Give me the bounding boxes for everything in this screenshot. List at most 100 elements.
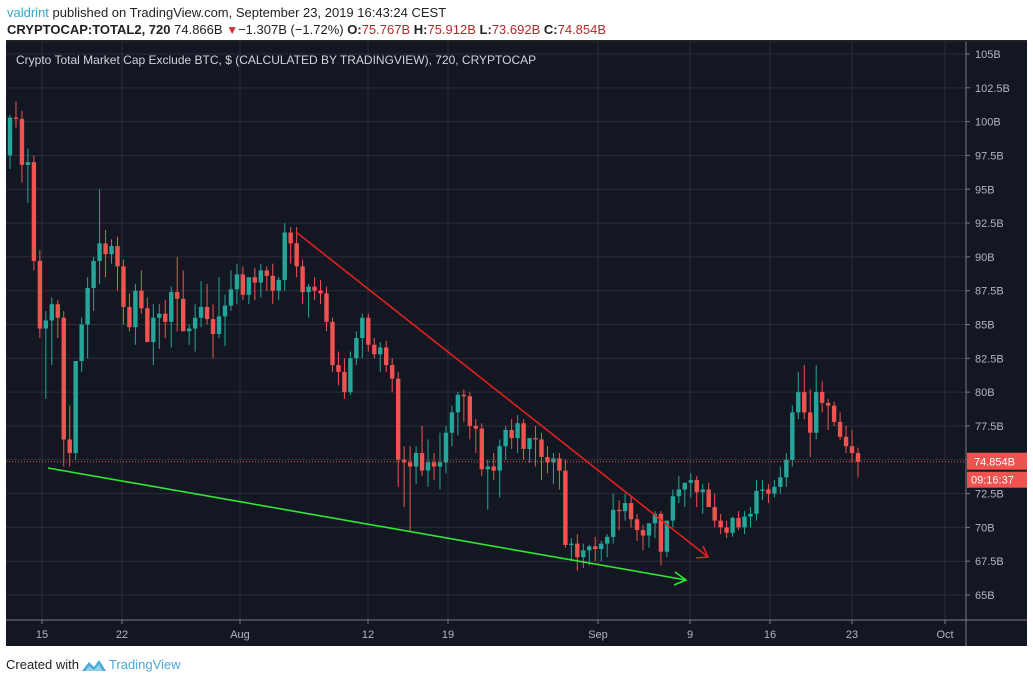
candle-body	[813, 392, 819, 433]
candle-body	[545, 457, 550, 463]
price-axis-label: 87.5B	[975, 286, 1004, 298]
candle-body	[557, 458, 562, 471]
open-value: 75.767B	[361, 22, 411, 37]
candle-body	[330, 321, 335, 366]
candle-body	[85, 287, 90, 325]
candlestick-chart[interactable]: 105B 102.5B 100B 97.5B 95B 92.5B 90B 87.5B 85B 82…	[6, 42, 1027, 646]
price-axis-label: 72.5B	[975, 489, 1004, 501]
candle-body	[431, 462, 437, 467]
candle-body	[784, 459, 789, 478]
candle-body	[246, 277, 252, 295]
candle-body	[461, 394, 467, 397]
candle-body	[413, 452, 419, 467]
green-trendline[interactable]	[47, 467, 687, 581]
candle-body	[401, 459, 407, 463]
candle-body	[425, 462, 431, 471]
candle-body	[748, 513, 753, 517]
candle-body	[455, 394, 461, 413]
candle-body	[395, 378, 401, 460]
candle-body	[348, 358, 353, 393]
candle-body	[419, 452, 425, 471]
candle-body	[467, 396, 473, 426]
candle-body	[670, 496, 676, 521]
candle-body	[7, 117, 13, 156]
high-value: 75.912B	[427, 22, 476, 37]
candle-body	[240, 274, 246, 295]
candle-body	[563, 470, 568, 545]
candle-body	[103, 243, 108, 255]
candle-body	[216, 316, 222, 334]
candle-body	[133, 290, 138, 328]
red-arrowhead-icon	[695, 545, 710, 559]
price-axis-label: 77.5B	[975, 421, 1004, 433]
candle-body	[575, 543, 580, 558]
author-link[interactable]: valdrint	[7, 5, 49, 20]
candle-body	[139, 290, 144, 309]
time-axis-label: 16	[764, 629, 776, 641]
price-axis-label: 82.5B	[975, 353, 1004, 365]
candle-body	[210, 319, 216, 334]
tradingview-brand-link[interactable]: TradingView	[108, 657, 181, 672]
candle-body	[97, 243, 102, 261]
candle-body	[407, 462, 413, 467]
candle-body	[37, 260, 43, 329]
last-price-badge-value: 74.854B	[974, 457, 1015, 469]
candle-body	[354, 338, 359, 359]
candle-body	[539, 439, 544, 458]
candle-body	[700, 489, 705, 493]
price-change: −1.307B (−1.72%)	[238, 22, 344, 37]
open-label: O:	[347, 22, 362, 37]
candle-body	[497, 446, 502, 471]
candle-body	[145, 308, 150, 343]
candle-body	[778, 477, 783, 487]
time-axis-label: 12	[362, 629, 374, 641]
candle-body	[849, 446, 855, 453]
candle-body	[151, 317, 156, 343]
candle-body	[790, 412, 795, 460]
chart-legend-title: Crypto Total Market Cap Exclude BTC, $ (…	[16, 53, 536, 67]
candle-body	[712, 507, 717, 521]
high-label: H:	[413, 22, 428, 37]
price-axis-label: 105B	[975, 49, 1001, 61]
candle-body	[479, 428, 484, 470]
price-axis-label: 70B	[975, 522, 995, 534]
candle-body	[180, 298, 186, 332]
candle-body	[79, 324, 84, 362]
candle-body	[121, 266, 126, 307]
last-price: 74.866B	[174, 22, 223, 37]
candle-body	[384, 347, 389, 366]
candle-body	[825, 402, 831, 406]
candle-body	[61, 317, 66, 440]
candle-body	[276, 279, 281, 291]
candle-body	[252, 277, 258, 283]
price-axis-label: 85B	[975, 320, 995, 332]
candle-body	[646, 523, 652, 536]
candle-body	[485, 466, 490, 470]
candle-body	[186, 328, 192, 332]
low-value: 73.692B	[491, 22, 541, 37]
candle-body	[258, 270, 264, 283]
red-trendline[interactable]	[295, 231, 709, 558]
candle-body	[593, 546, 598, 550]
price-axis-label: 80B	[975, 387, 995, 399]
candle-body	[491, 466, 496, 471]
publish-info: valdrint published on TradingView.com, S…	[7, 5, 446, 20]
candle-body	[808, 412, 813, 433]
candle-body	[294, 243, 299, 267]
time-axis-label: Aug	[230, 629, 250, 641]
candle-body	[43, 320, 49, 329]
candle-body	[551, 458, 556, 463]
candle-body	[533, 438, 538, 440]
price-axis-label: 92.5B	[975, 218, 1004, 230]
candle-body	[366, 317, 371, 345]
candle-body	[569, 543, 574, 545]
candle-body	[31, 162, 37, 261]
chart-panel[interactable]: 105B 102.5B 100B 97.5B 95B 92.5B 90B 87.5B 85B 82…	[6, 42, 1027, 646]
price-axis-label: 102.5B	[975, 83, 1010, 95]
candle-body	[802, 392, 807, 413]
candle-body	[222, 305, 228, 317]
candle-body	[664, 520, 670, 552]
candle-body	[318, 290, 323, 294]
candle-body	[527, 438, 532, 449]
last-price-badge	[967, 452, 1027, 470]
